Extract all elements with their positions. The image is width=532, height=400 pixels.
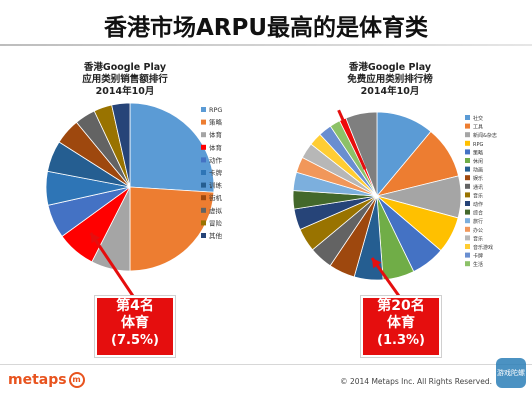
chart-1-legend-swatch-14	[465, 235, 470, 241]
chart-0-legend-label-2: 体育	[209, 130, 223, 139]
chart-1-legend-swatch-0	[465, 115, 470, 120]
footer-divider	[0, 364, 532, 365]
chart-0-legend-label-0: RPG	[209, 106, 222, 114]
chart-0-legend-label-1: 策略	[209, 118, 223, 127]
left-callout-badge: 第4名 体育 (7.5%)	[95, 296, 175, 357]
chart-0-legend-swatch-4	[201, 157, 206, 163]
chart-0-legend-swatch-2	[201, 132, 206, 138]
left-chart-title-line-3: 2014年10月	[95, 86, 155, 97]
left-callout-category: 体育	[121, 315, 149, 331]
chart-1-legend-label-16: 卡牌	[473, 253, 483, 260]
right-callout-rank: 第20名	[377, 298, 425, 314]
metaps-logo: metaps m	[8, 372, 85, 388]
chart-0-legend-label-9: 冒险	[209, 218, 223, 227]
chart-0-legend-swatch-6	[201, 182, 206, 188]
chart-0-slice-0	[129, 102, 215, 193]
chart-1-legend-swatch-11	[465, 209, 470, 215]
logo-text: metaps	[8, 372, 67, 388]
chart-1-legend-swatch-7	[465, 175, 470, 181]
chart-1-legend-label-10: 动作	[473, 201, 483, 208]
chart-1-legend-swatch-15	[465, 244, 470, 249]
chart-1-legend-label-9: 音乐	[473, 192, 483, 199]
chart-1-legend-swatch-17	[465, 261, 470, 267]
chart-1-legend-swatch-13	[465, 226, 470, 232]
chart-0-slice-1	[129, 186, 215, 272]
chart-1-legend-swatch-4	[465, 149, 470, 155]
chart-1-legend-label-3: RPG	[473, 142, 483, 148]
left-chart-title-line-1: 香港Google Play	[83, 62, 167, 73]
chart-1-legend-swatch-5	[465, 158, 470, 163]
chart-1-legend-label-12: 旅行	[473, 218, 483, 225]
right-chart-title-line-2: 免费应用类别排行榜	[347, 74, 433, 85]
right-chart-title-line-1: 香港Google Play	[348, 62, 432, 73]
chart-1-legend-label-14: 音乐	[473, 235, 483, 242]
chart-0-legend-label-10: 其他	[209, 231, 223, 240]
chart-1-legend-label-17: 生活	[473, 261, 483, 268]
chart-0-legend-label-8: 虚拟	[209, 206, 223, 215]
left-chart-title: 香港Google Play 应用类别销售额排行 2014年10月	[50, 62, 200, 98]
chart-0-legend-swatch-5	[201, 170, 206, 175]
right-chart-title-line-3: 2014年10月	[360, 86, 420, 97]
chart-0-legend-swatch-7	[201, 195, 206, 201]
chart-0-legend-label-3: 体育	[209, 143, 223, 152]
left-chart-title-line-2: 应用类别销售额排行	[82, 74, 168, 85]
chart-0-legend-swatch-3	[201, 144, 206, 150]
chart-1-legend-swatch-16	[465, 252, 470, 258]
chart-0-legend-swatch-8	[201, 207, 206, 213]
chart-1-legend-label-2: 新闻&杂志	[473, 132, 497, 139]
chart-1-legend-label-4: 策略	[473, 149, 483, 156]
left-callout-percent: (7.5%)	[111, 333, 159, 348]
chart-1-legend-label-15: 音乐游戏	[473, 244, 493, 251]
chart-0-slice-10	[111, 102, 131, 188]
left-callout-rank: 第4名	[116, 298, 154, 314]
right-callout-badge: 第20名 体育 (1.3%)	[361, 296, 441, 357]
title-divider	[0, 44, 532, 46]
chart-1-legend-label-8: 通讯	[473, 184, 483, 191]
chart-1-legend-swatch-8	[465, 183, 470, 189]
chart-0-legend-label-6: 训练	[209, 181, 223, 190]
copyright-text: © 2014 Metaps Inc. All Rights Reserved.	[340, 377, 492, 386]
chart-1-legend-label-5: 休闲	[473, 158, 483, 165]
right-callout-category: 体育	[387, 315, 415, 331]
chart-1-legend-label-1: 工具	[473, 125, 483, 131]
right-chart-title: 香港Google Play 免费应用类别排行榜 2014年10月	[315, 62, 465, 98]
chart-0-legend-label-5: 卡牌	[209, 168, 223, 177]
chart-0-legend-label-4: 动作	[209, 155, 223, 164]
chart-1-legend-label-7: 娱乐	[473, 175, 483, 182]
left-callout-arrow-head	[90, 232, 100, 244]
chart-0-legend-label-7: 街机	[209, 193, 223, 202]
chart-1-legend-label-13: 办公	[473, 227, 483, 234]
chart-1-legend-label-0: 社交	[473, 115, 483, 122]
chart-1-legend-swatch-3	[465, 140, 470, 146]
right-callout-arrow-head	[372, 258, 382, 269]
chart-0-legend-swatch-1	[201, 119, 206, 125]
chart-0-legend-swatch-10	[201, 233, 206, 238]
right-callout-percent: (1.3%)	[377, 333, 425, 348]
left-callout-arrow	[89, 232, 135, 297]
chart-1-legend-label-11: 综合	[473, 210, 483, 217]
logo-mark-icon: m	[68, 372, 85, 388]
watermark-badge: 游戏陀螺	[496, 358, 526, 388]
chart-1-legend-swatch-1	[465, 123, 470, 129]
chart-1-legend-swatch-2	[465, 132, 470, 138]
chart-0-legend-swatch-0	[201, 107, 206, 112]
chart-1-legend-swatch-6	[465, 166, 470, 172]
right-highlight-line	[337, 109, 367, 170]
chart-1-legend-label-6: 动画	[473, 167, 483, 174]
slide-title: 香港市场ARPU最高的是体育类	[103, 15, 429, 41]
chart-1-slice-19	[345, 111, 378, 197]
chart-1-legend-swatch-9	[465, 192, 470, 198]
chart-1-legend-swatch-10	[465, 201, 470, 206]
chart-0-legend-swatch-9	[201, 220, 206, 226]
chart-1-legend-swatch-12	[465, 218, 470, 224]
